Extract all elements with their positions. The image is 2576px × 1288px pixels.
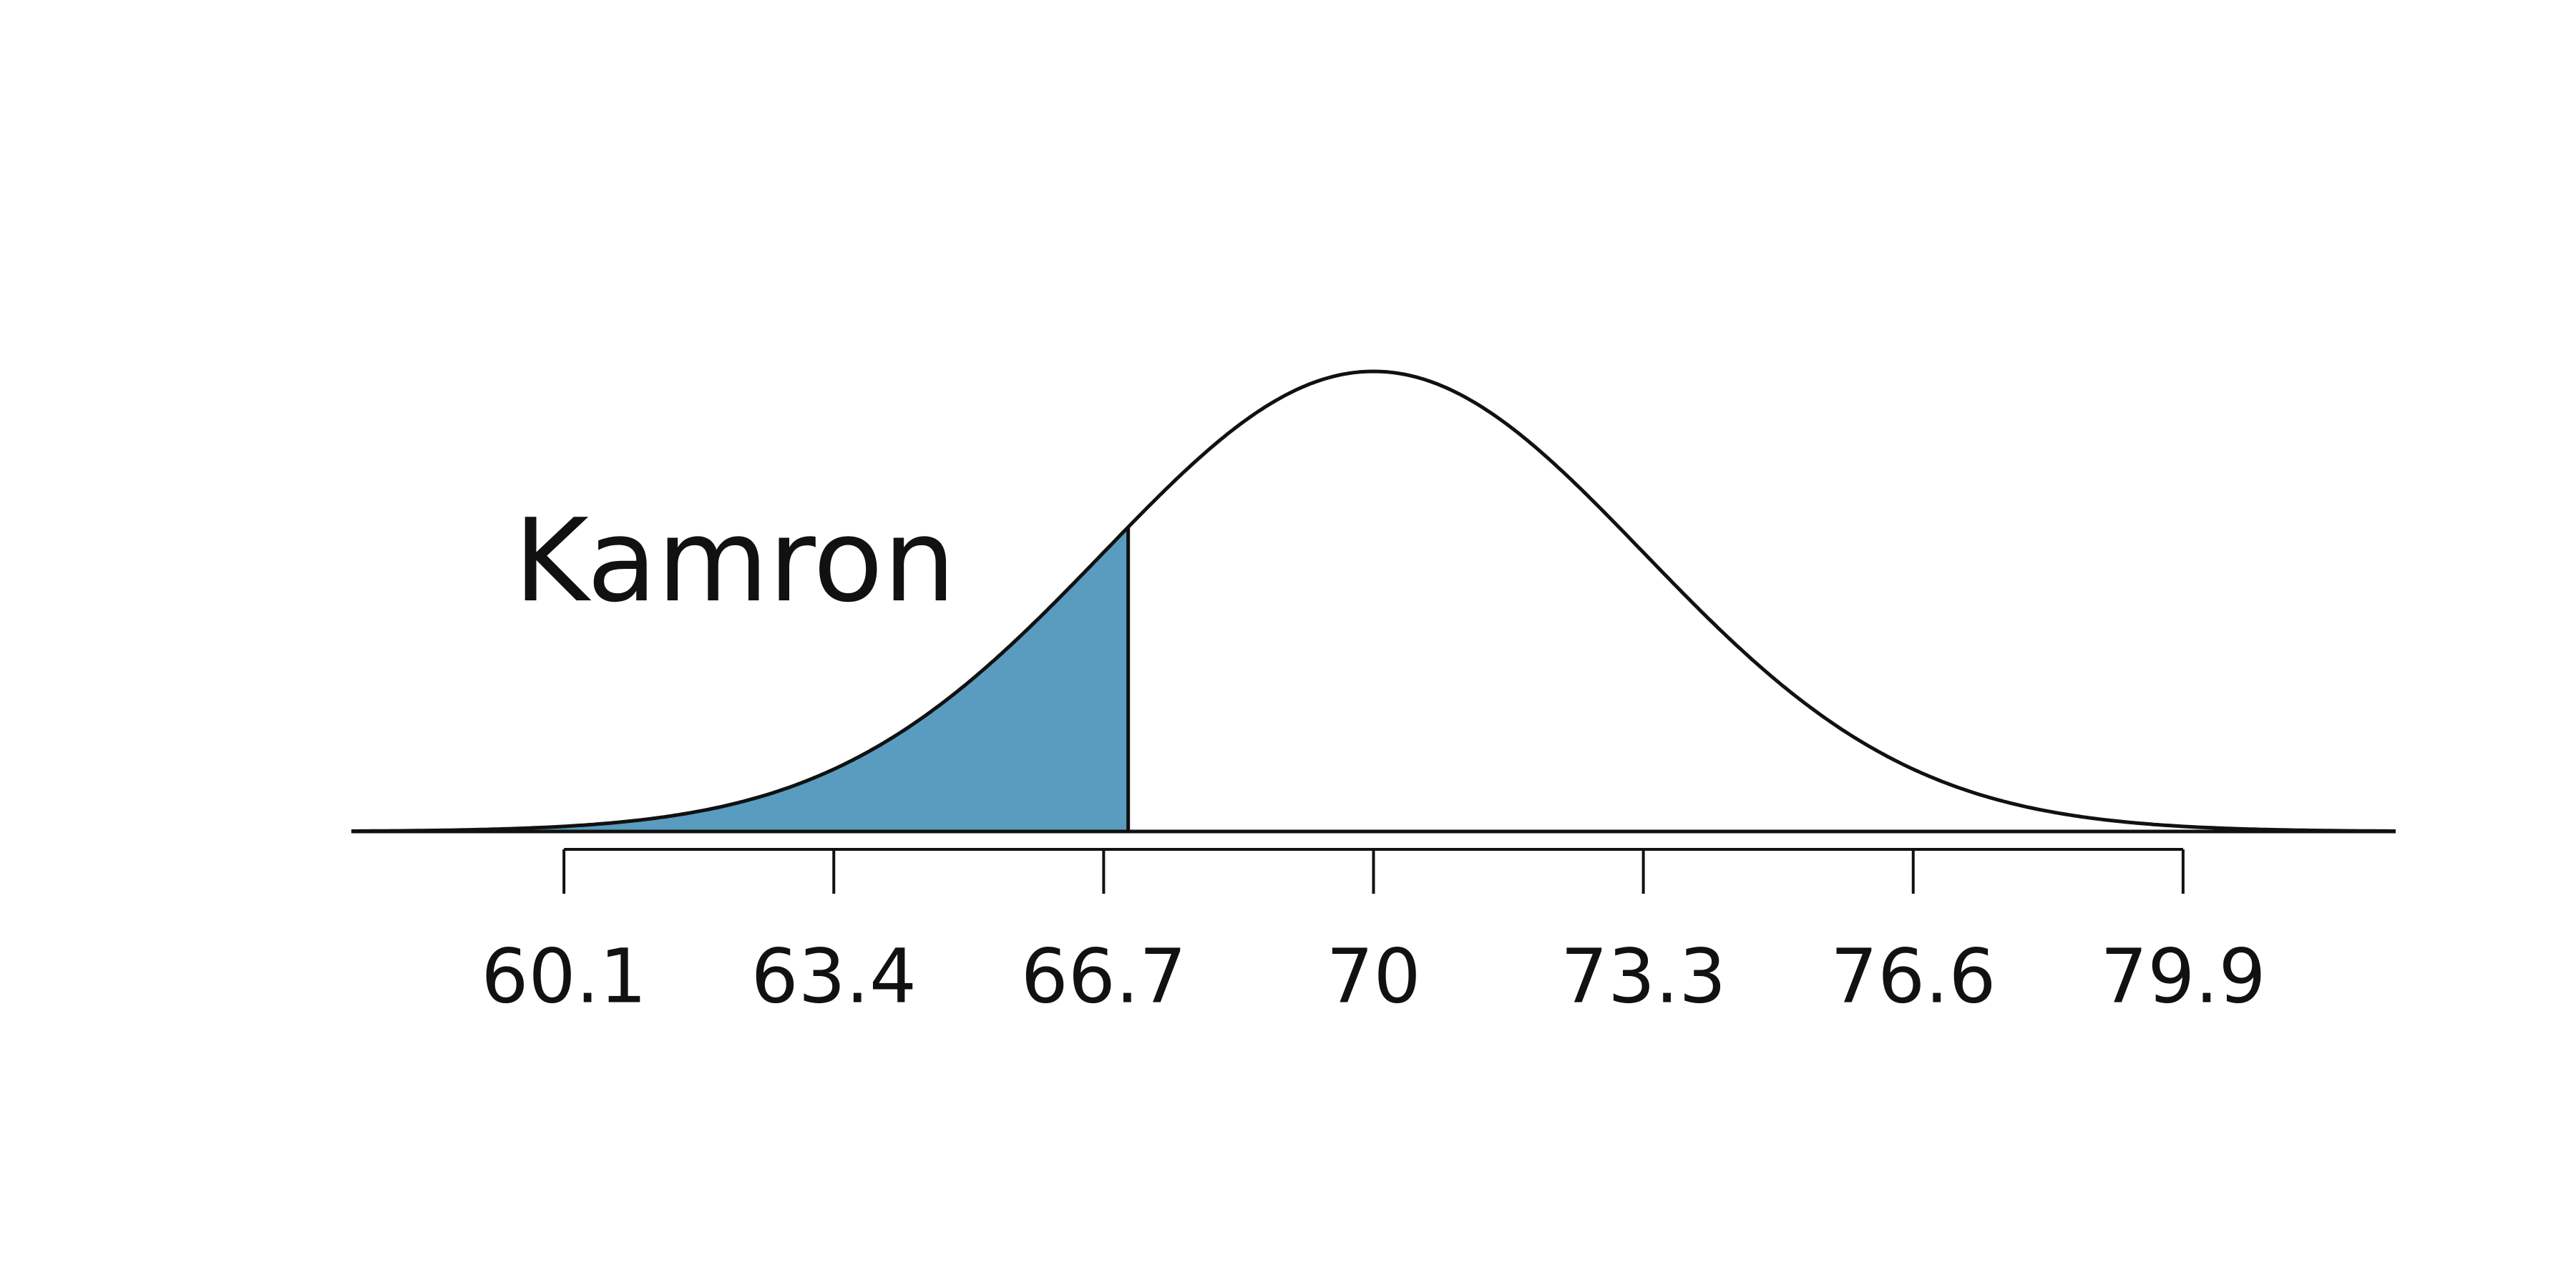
x-tick-label: 73.3 xyxy=(1561,932,1727,1020)
density-curve xyxy=(351,369,2396,833)
annotation: Kamron xyxy=(514,494,956,628)
shaded-area xyxy=(351,527,1128,831)
x-tick-label: 66.7 xyxy=(1021,932,1187,1020)
x-tick-label: 79.9 xyxy=(2100,932,2266,1020)
x-tick-label: 63.4 xyxy=(751,932,917,1020)
x-tick-label: 70 xyxy=(1326,932,1420,1020)
x-tick-label: 60.1 xyxy=(481,932,647,1020)
x-tick-label: 76.6 xyxy=(1830,932,1996,1020)
